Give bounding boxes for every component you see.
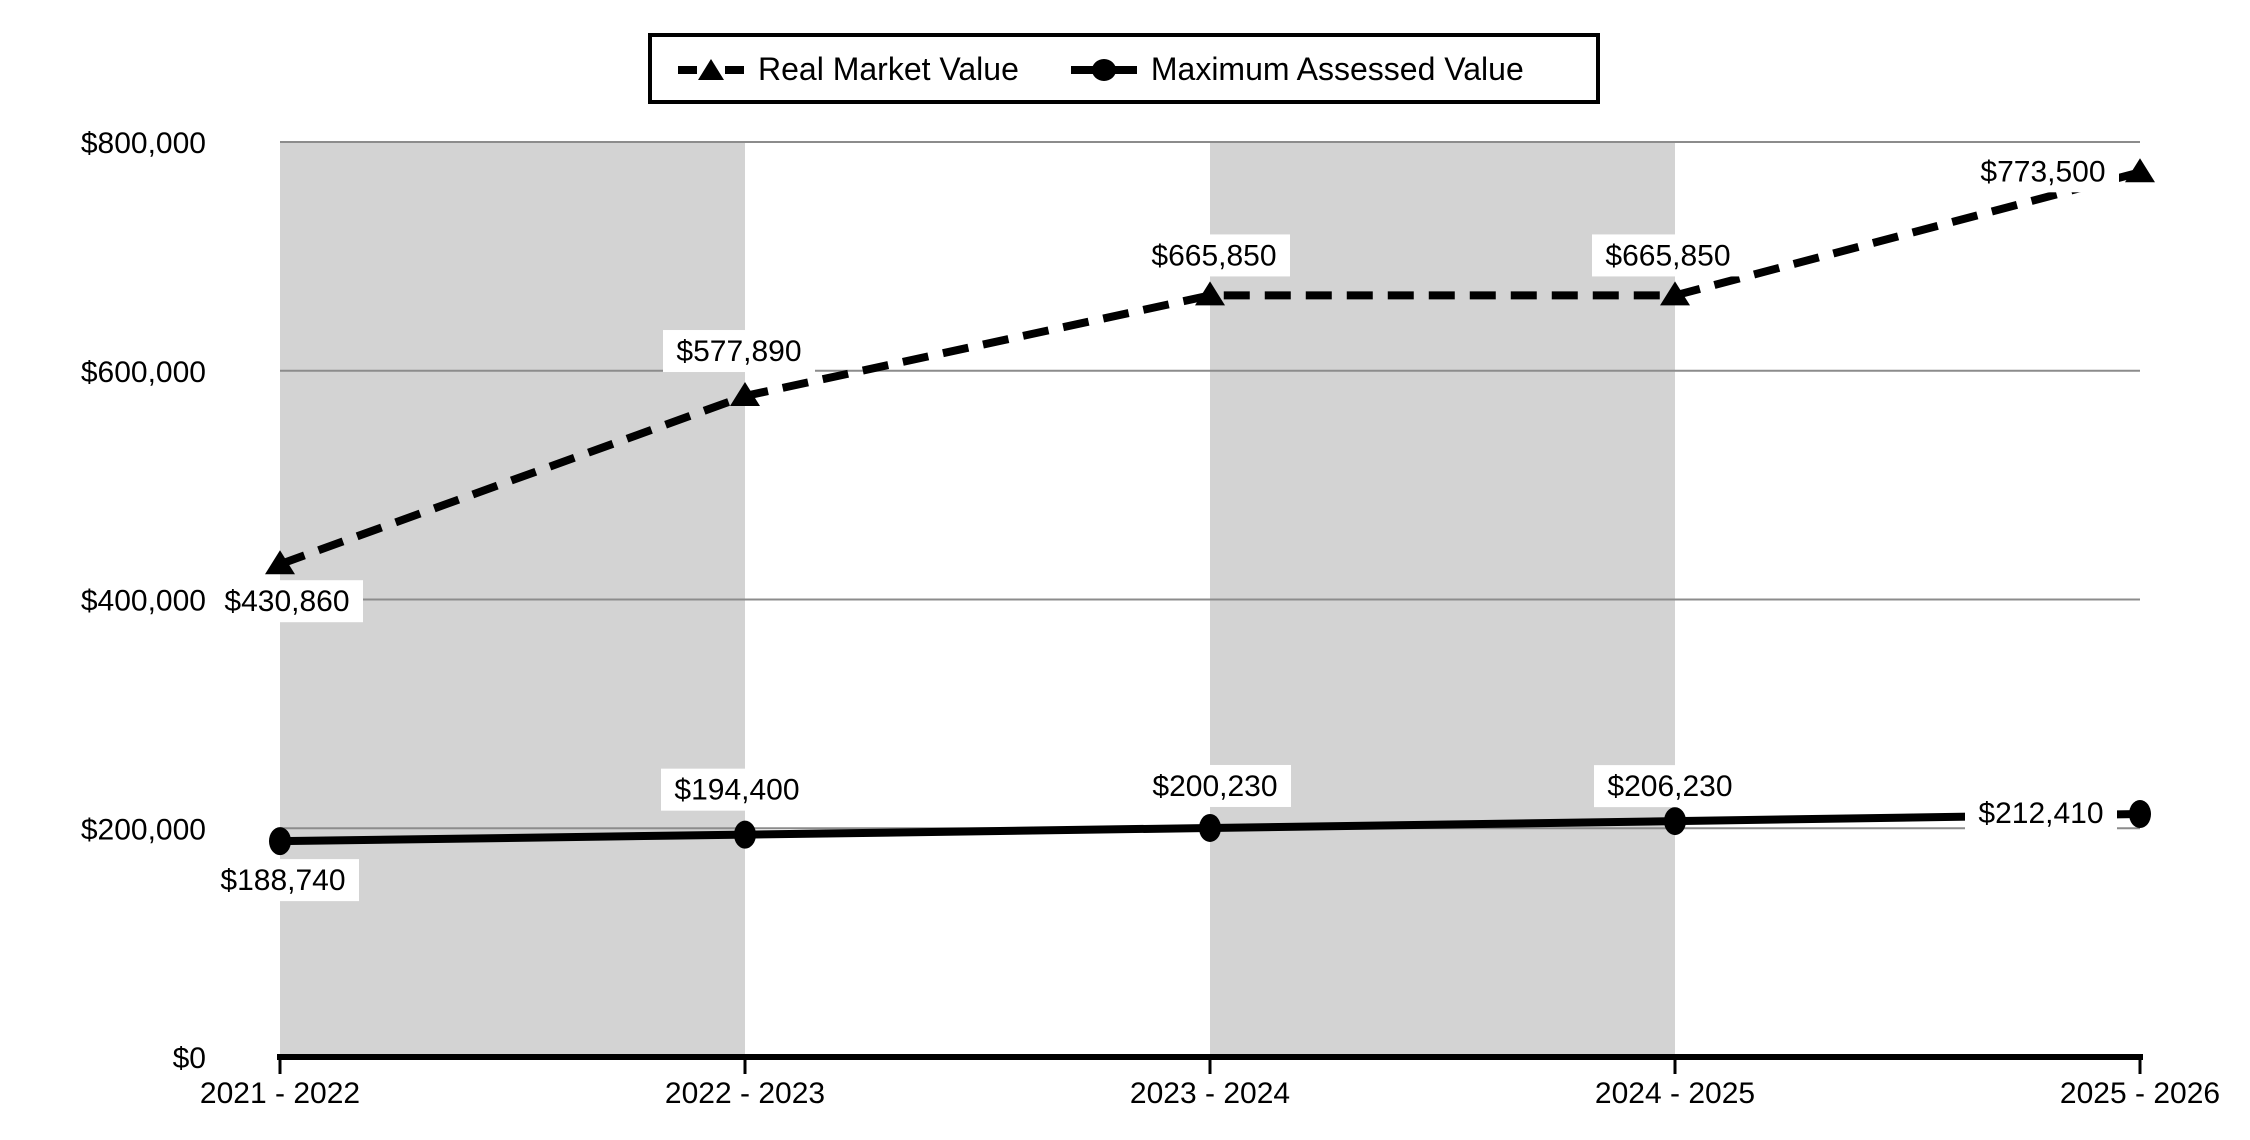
y-axis-label: $600,000 <box>81 356 206 389</box>
data-label: $665,850 <box>1151 239 1276 272</box>
legend-label-maximum-assessed-value: Maximum Assessed Value <box>1150 50 1524 87</box>
y-axis-label: $0 <box>173 1042 206 1075</box>
circle-marker <box>1199 813 1221 842</box>
legend-item-maximum-assessed-value: Maximum Assessed Value <box>1070 50 1524 87</box>
x-axis-label: 2022 - 2023 <box>665 1077 825 1110</box>
circle-marker <box>2129 800 2151 829</box>
data-label-box <box>1139 764 1291 807</box>
data-label: $773,500 <box>1980 155 2105 188</box>
triangle-marker <box>1195 281 1225 306</box>
circle-marker <box>1664 807 1686 836</box>
chart-legend: Real Market Value Maximum Assessed Value <box>648 33 1600 104</box>
y-axis-label: $800,000 <box>81 127 206 160</box>
data-label-box <box>211 580 363 623</box>
data-label: $188,740 <box>220 864 345 897</box>
data-label: $194,400 <box>674 774 799 807</box>
legend-item-real-market-value: Real Market Value <box>678 53 1019 85</box>
data-label-box <box>207 859 359 902</box>
x-axis-label: 2025 - 2026 <box>2060 1077 2220 1110</box>
data-label-box <box>663 330 815 373</box>
data-label-box <box>1965 792 2117 835</box>
solid-line-circle-marker-icon <box>1070 58 1137 81</box>
circle-marker <box>269 827 291 856</box>
data-label: $206,230 <box>1607 770 1732 803</box>
triangle-marker <box>2125 158 2155 183</box>
data-label: $577,890 <box>676 335 801 368</box>
real-market-value-line <box>278 168 2142 568</box>
data-label-box <box>1967 150 2119 193</box>
triangle-marker <box>265 550 295 575</box>
dashed-line-triangle-marker-icon <box>678 58 744 80</box>
x-axis-label: 2021 - 2022 <box>200 1077 360 1110</box>
x-axis-label: 2023 - 2024 <box>1130 1077 1290 1110</box>
data-label: $212,410 <box>1978 797 2103 830</box>
data-label: $200,230 <box>1152 770 1277 803</box>
data-label-box <box>661 768 813 811</box>
x-axis-label: 2024 - 2025 <box>1595 1077 1755 1110</box>
y-axis-label: $400,000 <box>81 585 206 618</box>
circle-marker <box>734 820 756 849</box>
data-label-box <box>1594 765 1746 808</box>
data-label: $665,850 <box>1605 239 1730 272</box>
y-axis-label: $200,000 <box>81 813 206 846</box>
data-label: $430,860 <box>224 585 349 618</box>
triangle-marker <box>730 382 760 407</box>
data-label-box <box>1592 234 1744 277</box>
legend-label-real-market-value: Real Market Value <box>758 50 1019 87</box>
triangle-marker <box>1660 281 1690 306</box>
data-label-box <box>1138 234 1290 277</box>
